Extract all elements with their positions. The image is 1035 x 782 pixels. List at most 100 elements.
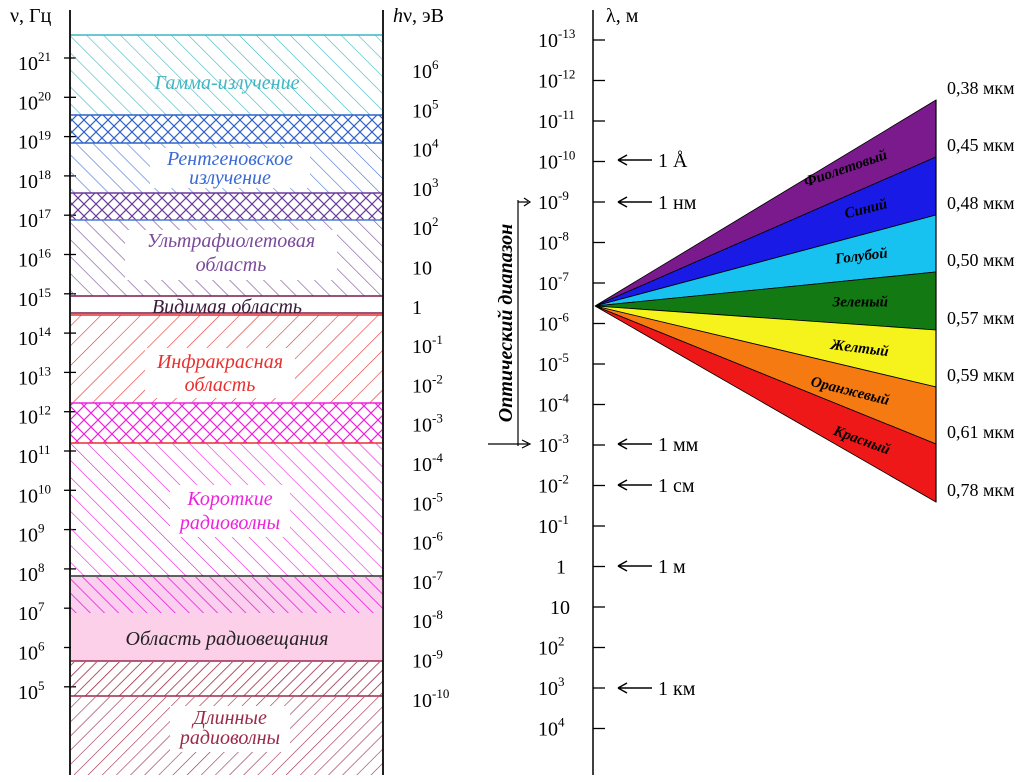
spectrum-color-label: Желтый [829,337,890,360]
energy-tick-label: 10-2 [412,371,443,397]
gamma-label: Гамма-излучение [154,72,300,94]
energy-tick-label: 10-7 [412,568,443,594]
frequency-tick-label: 1011 [18,442,51,468]
long-radio-band: Длинные радиоволны [71,660,383,775]
frequency-tick-label: 105 [18,678,45,704]
long-radio-label-line2: радиоволны [178,727,280,749]
svg-text:1 Å: 1 Å [658,150,688,172]
wavelength-tick-label: 1 [556,557,566,579]
long-radio-label-line1: Длинные [191,707,267,729]
wavelength-tick-label: 10 [550,597,570,619]
energy-axis-label: hν, эВ [393,5,444,27]
marker-nanometer: 1 нм [617,192,697,214]
energy-tick-label: 105 [412,96,439,122]
energy-tick-label: 10-3 [412,411,443,437]
short-radio-band: Короткие радиоволны [71,443,383,576]
energy-tick-label: 104 [412,136,439,162]
marker-angstrom: 1 Å [617,150,688,172]
spectrum-wavelength-label: 0,45 мкм [947,135,1015,155]
wavelength-tick-label: 10-3 [538,431,569,457]
energy-tick-label: 1 [412,297,422,319]
gamma-band: Гамма-излучение [71,34,383,115]
uv-label-line2: область [196,254,267,276]
uv-band: Ультрафиолетовая область [71,220,383,296]
spectrum-wavelength-label: 0,38 мкм [947,78,1015,98]
wavelength-tick-label: 104 [538,715,565,741]
xray-uv-overlap [71,192,383,221]
frequency-tick-label: 1021 [18,49,51,75]
svg-text:1 нм: 1 нм [658,192,697,214]
wavelength-tick-label: 10-8 [538,229,569,255]
frequency-tick-label: 1013 [18,363,51,389]
frequency-tick-label: 1018 [18,167,51,193]
spectrum-wavelength-label: 0,48 мкм [947,193,1015,213]
gamma-xray-overlap [71,114,383,144]
optical-range-label: Оптический диапазон [495,224,517,422]
xray-label-line2: излучение [189,167,271,189]
visible-spectrum-fan [594,99,937,503]
ir-label-line2: область [185,374,256,396]
energy-tick-label: 10 [412,258,432,280]
wavelength-tick-label: 10-10 [538,148,575,174]
frequency-axis-label: ν, Гц [10,5,52,27]
energy-tick-label: 10-10 [412,686,449,712]
svg-text:1 см: 1 см [658,475,695,497]
energy-tick-label: 10-4 [412,450,443,476]
wavelength-tick-label: 10-6 [538,310,569,336]
wavelength-tick-label: 10-9 [538,188,569,214]
marker-centimeter: 1 см [617,475,695,497]
frequency-tick-label: 108 [18,560,45,586]
wavelength-tick-label: 10-2 [538,472,569,498]
spectrum-wavelength-labels: 0,38 мкм 0,45 мкм 0,48 мкм 0,50 мкм 0,57 мкм… [947,78,1015,500]
svg-text:1 м: 1 м [658,556,686,578]
visible-band: Видимая область [71,295,383,318]
svg-text:1 км: 1 км [658,678,696,700]
wavelength-tick-label: 103 [538,674,565,700]
wavelength-ticks [593,39,605,730]
spectrum-color-label: Зеленый [832,295,888,311]
frequency-tick-label: 1010 [18,481,51,507]
wavelength-tick-label: 10-7 [538,269,569,295]
wavelength-tick-label: 10-5 [538,350,569,376]
energy-tick-label: 10-9 [412,647,443,673]
energy-tick-labels: 10610510410310210110-110-210-310-410-510… [412,57,449,712]
spectrum-wavelength-label: 0,57 мкм [947,308,1015,328]
frequency-tick-label: 1012 [18,403,51,429]
frequency-tick-label: 1019 [18,128,51,154]
broadcast-label: Область радиовещания [126,628,329,650]
energy-column: hν, эВ 10610510410310210110-110-210-310-… [393,5,449,712]
energy-tick-label: 10-8 [412,607,443,633]
ir-band: Инфракрасная область [71,314,383,403]
spectrum-color-label: Голубой [833,245,888,267]
wavelength-tick-label: 10-4 [538,391,569,417]
visible-label: Видимая область [152,296,302,318]
frequency-tick-label: 1020 [18,88,51,114]
uv-label-line1: Ультрафиолетовая [147,230,315,252]
frequency-tick-label: 109 [18,521,45,547]
frequency-tick-label: 1014 [18,324,52,350]
wavelength-tick-label: 10-11 [538,107,575,133]
svg-text:1 мм: 1 мм [658,434,699,456]
frequency-tick-label: 107 [18,599,45,625]
energy-tick-label: 10-5 [412,489,443,515]
xray-band: Рентгеновское излучение [71,143,383,193]
short-radio-label-line2: радиоволны [178,512,280,534]
marker-kilometer: 1 км [617,678,696,700]
marker-millimeter: 1 мм [617,434,699,456]
ir-label-line1: Инфракрасная [156,351,283,373]
marker-meter: 1 м [617,556,686,578]
wavelength-tick-label: 102 [538,634,565,660]
frequency-tick-label: 1015 [18,285,51,311]
wavelength-tick-labels: 10-1310-1210-1110-1010-910-810-710-610-5… [538,26,575,741]
optical-range-bracket: Оптический диапазон [488,197,532,449]
energy-tick-label: 10-6 [412,529,443,555]
frequency-tick-labels: 1021 1020 1019 1018 1017 1016 1015 1014 1013 1012… [18,49,52,704]
spectrum-wavelength-label: 0,61 мкм [947,422,1015,442]
energy-tick-label: 102 [412,214,439,240]
energy-tick-label: 106 [412,57,439,83]
wavelength-tick-label: 10-1 [538,512,569,538]
spectrum-wavelength-label: 0,50 мкм [947,250,1015,270]
wavelength-tick-label: 10-13 [538,26,575,52]
wavelength-column: λ, м 10-1310-1210-1110-1010-910-810-710-… [488,5,699,775]
